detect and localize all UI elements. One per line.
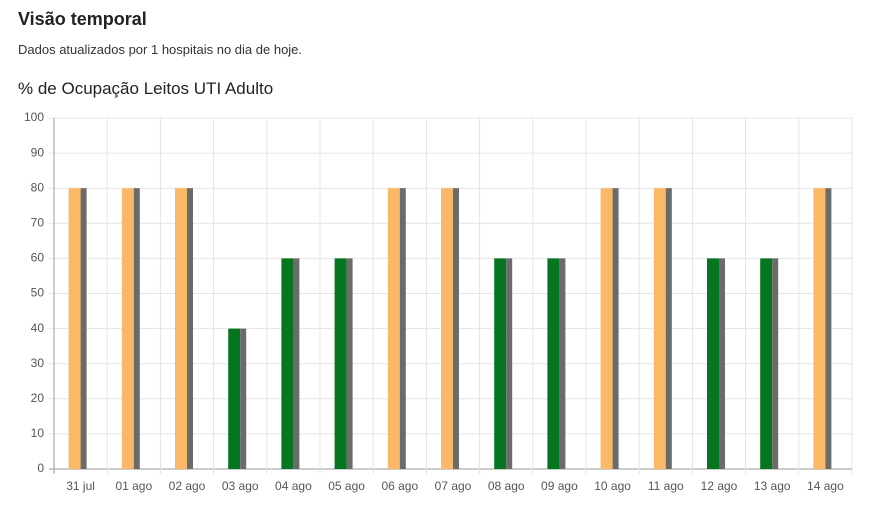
chart-title: % de Ocupação Leitos UTI Adulto: [18, 79, 274, 98]
bar-shadow: [825, 188, 832, 469]
bar-shadow: [293, 258, 300, 469]
bar-shadow: [80, 188, 87, 469]
bar-shadow: [399, 188, 406, 469]
x-tick-label: 14 ago: [807, 479, 844, 493]
y-tick-label: 50: [31, 286, 45, 300]
bar-shadow: [612, 188, 619, 469]
y-tick-label: 70: [31, 215, 45, 229]
bar-shadow: [772, 258, 779, 469]
x-tick-label: 11 ago: [648, 479, 684, 493]
y-tick-label: 20: [31, 391, 45, 405]
bar: [707, 258, 719, 469]
y-tick-label: 60: [31, 251, 45, 265]
x-tick-label: 05 ago: [328, 479, 365, 493]
page-subtitle: Dados atualizados por 1 hospitais no dia…: [18, 42, 303, 57]
bar-shadow: [559, 258, 566, 469]
page-title: Visão temporal: [18, 9, 147, 29]
x-tick-label: 08 ago: [488, 479, 525, 493]
y-tick-label: 30: [31, 356, 45, 370]
bar-shadow: [665, 188, 672, 469]
bar: [600, 188, 613, 469]
x-tick-label: 13 ago: [754, 479, 791, 493]
x-tick-label: 06 ago: [381, 479, 418, 493]
bar: [175, 188, 187, 469]
y-tick-label: 40: [31, 321, 45, 335]
bar-shadow: [719, 258, 725, 469]
bar: [68, 188, 81, 469]
bar: [228, 328, 241, 469]
y-tick-label: 0: [37, 461, 44, 475]
x-tick-label: 10 ago: [594, 479, 631, 493]
y-tick-label: 10: [31, 426, 45, 440]
bar: [121, 188, 134, 469]
x-tick-label: 07 ago: [435, 479, 472, 493]
bar-shadow: [240, 328, 247, 469]
x-tick-label: 12 ago: [701, 479, 738, 493]
x-tick-label: 01 ago: [115, 479, 152, 493]
bar-shadow: [187, 188, 193, 469]
bar: [387, 188, 400, 469]
bar: [281, 258, 294, 469]
bar: [760, 258, 773, 469]
bar-shadow: [453, 188, 459, 469]
x-tick-label: 31 jul: [66, 479, 95, 493]
bar: [547, 258, 560, 469]
bar: [653, 188, 666, 469]
y-tick-label: 100: [24, 110, 44, 124]
bar: [441, 188, 453, 469]
bar: [494, 258, 507, 469]
bar: [334, 258, 347, 469]
x-tick-label: 04 ago: [275, 479, 312, 493]
bar-shadow: [506, 258, 513, 469]
bar: [813, 188, 826, 469]
y-tick-label: 90: [31, 145, 45, 159]
x-tick-label: 03 ago: [222, 479, 259, 493]
x-tick-label: 02 ago: [169, 479, 206, 493]
y-tick-label: 80: [31, 180, 45, 194]
x-tick-label: 09 ago: [541, 479, 578, 493]
bar-shadow: [346, 258, 353, 469]
bar-shadow: [133, 188, 140, 469]
